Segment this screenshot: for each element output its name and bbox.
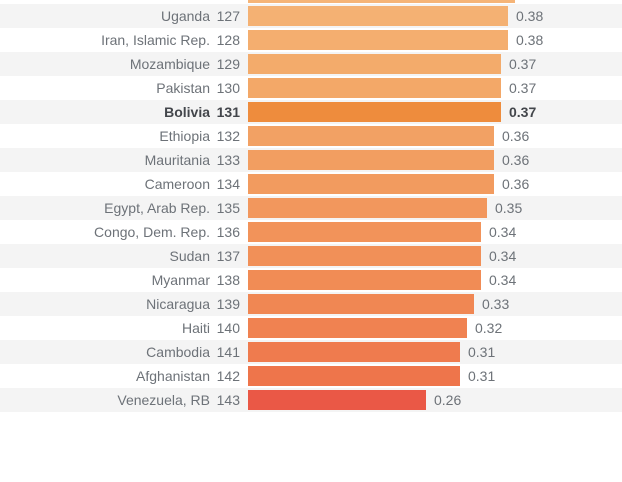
rank-label: 139: [216, 296, 240, 312]
value-bar[interactable]: [248, 366, 460, 386]
value-bar[interactable]: [248, 222, 481, 242]
country-label: Sudan: [169, 248, 210, 264]
rank-label: 138: [216, 272, 240, 288]
country-label: Bolivia: [164, 104, 210, 120]
country-label: Pakistan: [156, 80, 210, 96]
rank-label: 136: [216, 224, 240, 240]
country-label: Afghanistan: [136, 368, 210, 384]
country-label: Haiti: [181, 320, 210, 336]
table-row: Mauritania 133 0.36: [0, 148, 622, 172]
country-label: Myanmar: [151, 272, 210, 288]
table-row: Venezuela, RB 143 0.26: [0, 388, 622, 412]
table-row: Cameroon 134 0.36: [0, 172, 622, 196]
value-label: 0.36: [502, 128, 530, 144]
country-label: Nicaragua: [146, 296, 210, 312]
rank-label: 142: [216, 368, 240, 384]
value-label: 0.35: [495, 200, 523, 216]
value-label: 0.34: [489, 272, 517, 288]
value-label: 0.34: [489, 224, 517, 240]
value-bar[interactable]: [248, 54, 501, 74]
value-bar[interactable]: [248, 318, 467, 338]
country-label: Iran, Islamic Rep.: [101, 32, 210, 48]
value-bar[interactable]: [248, 150, 494, 170]
table-row: Iran, Islamic Rep. 128 0.38: [0, 28, 622, 52]
rank-label: 130: [216, 80, 240, 96]
value-label: 0.37: [509, 80, 537, 96]
table-row: Afghanistan 142 0.31: [0, 364, 622, 388]
rank-label: 129: [216, 56, 240, 72]
value-bar[interactable]: [248, 102, 501, 122]
value-label: 0.38: [516, 32, 544, 48]
value-label: 0.37: [509, 104, 537, 120]
value-bar[interactable]: [248, 174, 494, 194]
table-row: Myanmar 138 0.34: [0, 268, 622, 292]
rank-label: 135: [216, 200, 240, 216]
rank-label: 134: [216, 176, 240, 192]
value-bar[interactable]: [248, 198, 487, 218]
table-row: Congo, Dem. Rep. 136 0.34: [0, 220, 622, 244]
rank-label: 137: [216, 248, 240, 264]
value-bar[interactable]: [248, 78, 501, 98]
country-label: Venezuela, RB: [117, 392, 210, 408]
table-row: Egypt, Arab Rep. 135 0.35: [0, 196, 622, 220]
country-label: Congo, Dem. Rep.: [94, 224, 210, 240]
value-bar[interactable]: [248, 126, 494, 146]
country-label: Mauritania: [144, 152, 210, 168]
table-row: Ethiopia 132 0.36: [0, 124, 622, 148]
value-label: 0.31: [468, 368, 496, 384]
clipped-bar: [248, 0, 515, 3]
table-row: Mozambique 129 0.37: [0, 52, 622, 76]
value-label: 0.37: [509, 56, 537, 72]
value-bar[interactable]: [248, 342, 460, 362]
value-label: 0.34: [489, 248, 517, 264]
value-bar[interactable]: [248, 246, 481, 266]
value-label: 0.36: [502, 152, 530, 168]
country-label: Egypt, Arab Rep.: [104, 200, 210, 216]
rank-label: 128: [216, 32, 240, 48]
country-label: Uganda: [160, 8, 210, 24]
country-label: Ethiopia: [159, 128, 210, 144]
value-label: 0.33: [482, 296, 510, 312]
value-label: 0.36: [502, 176, 530, 192]
value-bar[interactable]: [248, 6, 508, 26]
table-row: Haiti 140 0.32: [0, 316, 622, 340]
table-row: Bolivia 131 0.37: [0, 100, 622, 124]
table-row: Cambodia 141 0.31: [0, 340, 622, 364]
value-bar[interactable]: [248, 390, 426, 410]
rank-label: 143: [216, 392, 240, 408]
value-bar[interactable]: [248, 270, 481, 290]
value-label: 0.32: [475, 320, 503, 336]
table-row: Nicaragua 139 0.33: [0, 292, 622, 316]
rank-label: 140: [216, 320, 240, 336]
table-row: Pakistan 130 0.37: [0, 76, 622, 100]
value-bar[interactable]: [248, 294, 474, 314]
value-label: 0.26: [434, 392, 462, 408]
table-row: Uganda 127 0.38: [0, 4, 622, 28]
rank-label: 127: [216, 8, 240, 24]
value-label: 0.38: [516, 8, 544, 24]
value-bar[interactable]: [248, 30, 508, 50]
value-label: 0.31: [468, 344, 496, 360]
table-row: Sudan 137 0.34: [0, 244, 622, 268]
clipped-row: [0, 0, 622, 4]
rank-label: 141: [216, 344, 240, 360]
country-label: Cameroon: [144, 176, 210, 192]
rank-label: 133: [216, 152, 240, 168]
rank-label: 131: [216, 104, 240, 120]
chart-rows: Uganda 127 0.38 Iran, Islamic Rep. 128 0…: [0, 4, 622, 412]
country-label: Cambodia: [146, 344, 210, 360]
country-label: Mozambique: [129, 56, 210, 72]
rank-label: 132: [216, 128, 240, 144]
